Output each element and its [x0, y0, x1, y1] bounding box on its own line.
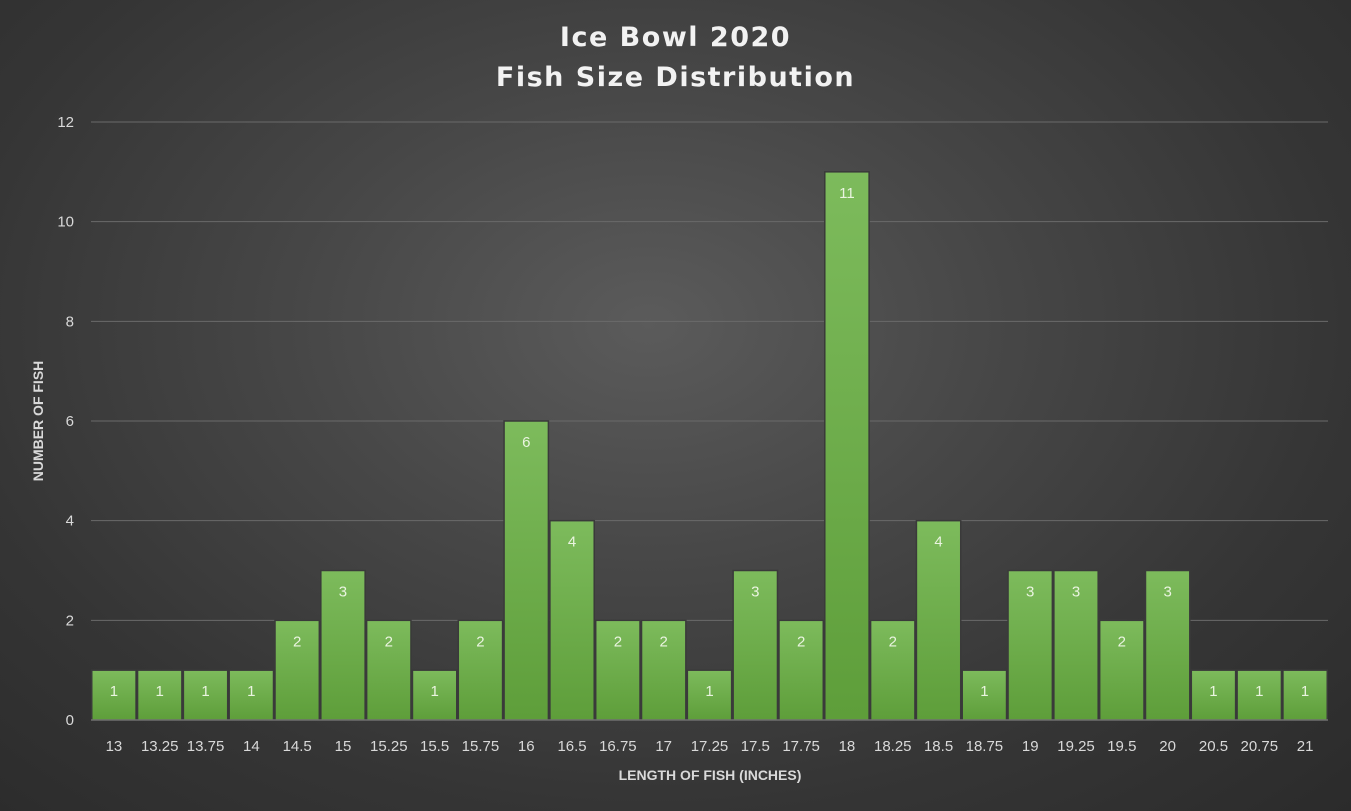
bar [365, 619, 412, 721]
data-label: 3 [339, 584, 347, 601]
x-tick-label: 17.5 [741, 738, 770, 755]
data-label: 2 [614, 633, 622, 650]
data-label: 1 [1301, 683, 1309, 700]
x-tick-label: 18.75 [966, 738, 1004, 755]
data-label: 1 [110, 683, 118, 700]
bar [1144, 569, 1191, 721]
x-tick-label: 18.25 [874, 738, 912, 755]
x-tick-label: 14.5 [283, 738, 312, 755]
x-tick-label: 19 [1022, 738, 1039, 755]
data-label: 2 [660, 633, 668, 650]
y-tick-label: 6 [66, 413, 74, 430]
data-label: 2 [1118, 633, 1126, 650]
data-label: 1 [1255, 683, 1263, 700]
x-tick-label: 19.25 [1057, 738, 1095, 755]
gridlines [91, 121, 1328, 621]
y-tick-label: 10 [57, 214, 74, 231]
bar [915, 519, 962, 721]
data-label: 1 [201, 683, 209, 700]
bar [1190, 669, 1237, 721]
bar [1053, 569, 1099, 721]
x-tick-label: 13.75 [187, 738, 225, 755]
x-tick-label: 14 [243, 738, 260, 755]
bar [640, 619, 687, 721]
x-axis-ticks: 13 13.25 13.75 14 14.5 15 15.25 15.5 15.75 16 16.5… [106, 738, 1314, 755]
bar [136, 669, 183, 721]
data-label: 4 [934, 534, 942, 551]
bar [1007, 569, 1054, 721]
bar [1282, 669, 1328, 721]
x-tick-label: 17 [655, 738, 672, 755]
data-label: 2 [476, 633, 484, 650]
y-tick-label: 4 [66, 513, 74, 530]
bar [503, 420, 550, 721]
x-tick-label: 15.5 [420, 738, 449, 755]
chart-title-line-1: Ice Bowl 2020 [559, 22, 792, 53]
bar [457, 619, 504, 721]
data-label: 1 [156, 683, 164, 700]
x-tick-label: 15.75 [462, 738, 500, 755]
x-tick-label: 13.25 [141, 738, 179, 755]
x-tick-label: 20.5 [1199, 738, 1228, 755]
bar [549, 519, 595, 721]
x-tick-label: 21 [1297, 738, 1314, 755]
x-tick-label: 16.5 [557, 738, 586, 755]
x-tick-label: 15 [335, 738, 352, 755]
y-tick-label: 8 [66, 313, 74, 330]
y-axis-title: NUMBER OF FISH [30, 361, 46, 482]
y-tick-label: 2 [66, 612, 74, 629]
x-tick-label: 19.5 [1107, 738, 1136, 755]
chart-title-line-2: Fish Size Distribution [495, 62, 856, 93]
y-tick-label: 0 [66, 712, 74, 729]
data-label: 2 [889, 633, 897, 650]
x-tick-label: 13 [106, 738, 123, 755]
data-label: 1 [247, 683, 255, 700]
data-label: 3 [751, 584, 759, 601]
chart-title: Ice Bowl 2020 Fish Size Distribution [0, 18, 1351, 98]
y-tick-label: 12 [57, 114, 74, 131]
bar [228, 669, 275, 721]
data-label: 1 [430, 683, 438, 700]
x-axis-title: LENGTH OF FISH (INCHES) [619, 767, 802, 783]
x-tick-label: 18.5 [924, 738, 953, 755]
data-label: 1 [705, 683, 713, 700]
data-label: 4 [568, 534, 576, 551]
x-tick-label: 15.25 [370, 738, 408, 755]
data-label: 2 [293, 633, 301, 650]
bar [824, 171, 870, 721]
y-axis-ticks: 0 2 4 6 8 10 12 [57, 114, 74, 729]
data-label: 3 [1163, 584, 1171, 601]
x-tick-label: 17.75 [782, 738, 820, 755]
x-tick-label: 16 [518, 738, 535, 755]
bar [91, 669, 137, 721]
bar [869, 619, 916, 721]
x-tick-label: 16.75 [599, 738, 637, 755]
data-label: 3 [1072, 584, 1080, 601]
data-label: 1 [980, 683, 988, 700]
x-tick-label: 17.25 [691, 738, 729, 755]
bars [91, 171, 1328, 721]
data-label: 3 [1026, 584, 1034, 601]
x-tick-label: 20.75 [1241, 738, 1279, 755]
data-label: 6 [522, 434, 530, 451]
x-tick-label: 18 [839, 738, 856, 755]
data-label: 2 [797, 633, 805, 650]
x-tick-label: 20 [1159, 738, 1176, 755]
data-label: 11 [839, 185, 855, 202]
data-label: 1 [1209, 683, 1217, 700]
data-label: 2 [385, 633, 393, 650]
